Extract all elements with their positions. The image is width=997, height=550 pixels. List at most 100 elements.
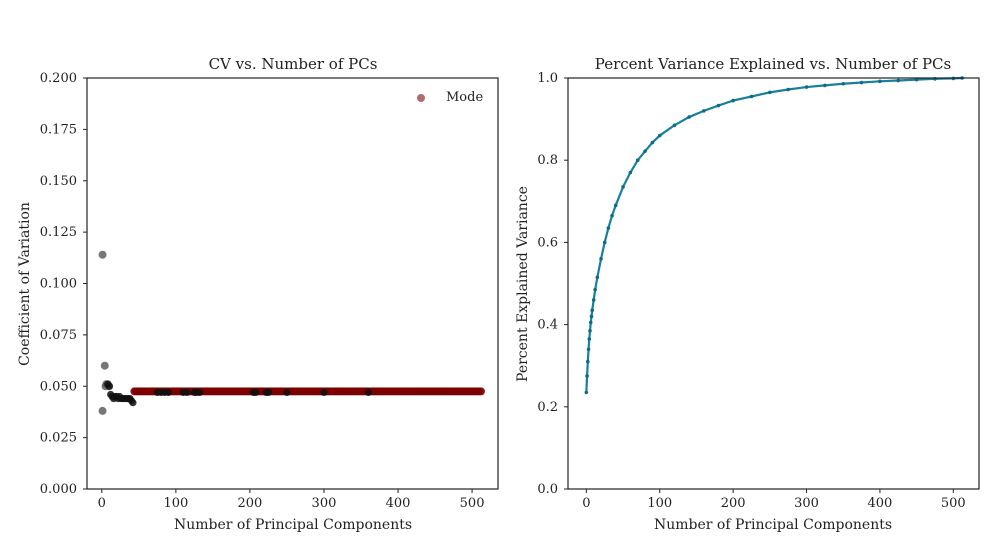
cv-y-tick-label: 0.075 <box>40 328 77 343</box>
cv-x-ticks: 0 100 200 300 400 500 <box>98 489 485 511</box>
cv-x-tick-label: 200 <box>238 496 263 511</box>
variance-point <box>628 170 633 175</box>
variance-y-tick-label: 1.0 <box>537 71 558 86</box>
variance-chart: Percent Variance Explained vs. Number of… <box>515 55 980 533</box>
variance-point <box>672 123 677 128</box>
variance-point <box>586 359 590 364</box>
variance-x-tick-label: 300 <box>794 496 819 511</box>
cv-y-axis-label: Coefficient of Variation <box>17 202 33 366</box>
cv-point <box>98 250 107 259</box>
variance-point <box>841 81 846 86</box>
variance-plot-frame <box>567 77 980 490</box>
variance-y-axis-label: Percent Explained Variance <box>515 186 531 382</box>
legend-mode-marker <box>417 94 425 102</box>
variance-x-axis-label: Number of Principal Components <box>654 517 892 533</box>
variance-x-tick-label: 400 <box>868 496 893 511</box>
cv-mode-point <box>476 387 485 396</box>
variance-point <box>599 257 603 261</box>
cv-x-tick-label: 400 <box>386 496 411 511</box>
variance-y-tick-label: 0.6 <box>537 235 558 250</box>
variance-point <box>804 85 809 89</box>
cv-y-tick-label: 0.000 <box>40 482 77 497</box>
cv-point-dark <box>320 388 328 397</box>
variance-point <box>585 374 589 378</box>
variance-point <box>823 83 827 88</box>
cv-y-ticks: 0.000 0.025 0.050 0.075 0.100 0.125 0.150 0.175… <box>40 71 87 497</box>
variance-point <box>768 90 772 95</box>
variance-point <box>786 87 790 92</box>
variance-point <box>613 203 618 208</box>
variance-point <box>586 347 591 352</box>
variance-point <box>749 94 754 99</box>
cv-point-dark <box>195 388 204 397</box>
variance-chart-title: Percent Variance Explained vs. Number of… <box>595 55 951 73</box>
variance-y-tick-label: 0.8 <box>537 153 558 168</box>
variance-y-tick-label: 0.4 <box>537 318 558 333</box>
variance-point <box>588 328 592 333</box>
variance-point <box>591 298 596 302</box>
variance-point <box>589 314 594 319</box>
cv-y-tick-label: 0.100 <box>40 277 77 292</box>
cv-point-dark <box>105 382 113 390</box>
variance-point <box>610 213 614 218</box>
variance-point <box>595 275 600 280</box>
cv-point <box>98 406 107 415</box>
cv-x-axis-label: Number of Principal Components <box>174 517 412 533</box>
cv-point-dark <box>183 388 191 397</box>
variance-marks <box>584 76 964 395</box>
variance-point <box>643 149 647 153</box>
variance-x-ticks: 0 100 200 300 400 500 <box>582 489 966 511</box>
cv-x-tick-label: 100 <box>163 496 188 511</box>
variance-point <box>635 158 640 162</box>
variance-point <box>878 79 882 84</box>
cv-point-dark <box>264 388 273 397</box>
cv-marks <box>98 250 485 415</box>
variance-x-tick-label: 0 <box>582 496 590 511</box>
cv-x-tick-label: 500 <box>460 496 485 511</box>
variance-x-tick-label: 200 <box>721 496 746 511</box>
cv-legend: Mode <box>417 90 483 105</box>
cv-y-tick-label: 0.025 <box>40 431 77 446</box>
cv-x-tick-label: 0 <box>98 496 106 511</box>
variance-point <box>716 103 721 108</box>
cv-y-tick-label: 0.175 <box>40 122 77 137</box>
variance-point <box>590 308 595 313</box>
variance-point <box>584 390 589 395</box>
variance-y-tick-label: 0.2 <box>537 400 558 415</box>
cv-x-tick-label: 300 <box>312 496 337 511</box>
cv-y-tick-label: 0.150 <box>40 174 77 189</box>
variance-point <box>606 226 611 230</box>
cv-chart: CV vs. Number of PCs 0 100 200 300 400 500 0.… <box>17 55 499 533</box>
variance-point <box>657 133 662 138</box>
cv-y-tick-label: 0.200 <box>40 71 77 86</box>
variance-point <box>731 98 735 103</box>
variance-point <box>587 337 592 341</box>
variance-point <box>701 109 706 113</box>
variance-line <box>585 76 963 393</box>
cv-point-dark <box>129 399 137 407</box>
cv-plot-frame <box>86 77 499 490</box>
cv-y-tick-label: 0.125 <box>40 225 77 240</box>
variance-point <box>859 80 864 85</box>
cv-y-tick-label: 0.050 <box>40 379 77 394</box>
cv-point-dark <box>252 388 260 397</box>
cv-point <box>100 361 109 370</box>
cv-point-dark <box>164 388 173 397</box>
legend-mode-label: Mode <box>446 90 483 105</box>
variance-point <box>650 140 655 145</box>
variance-point <box>896 78 901 83</box>
variance-point <box>914 77 919 82</box>
cv-chart-title: CV vs. Number of PCs <box>209 55 378 73</box>
variance-y-tick-label: 0.0 <box>537 482 558 497</box>
variance-point <box>593 287 597 292</box>
variance-y-ticks: 0.0 0.2 0.4 0.6 0.8 1.0 <box>537 71 568 497</box>
variance-point <box>588 320 593 325</box>
variance-x-tick-label: 500 <box>941 496 966 511</box>
variance-point <box>621 185 625 189</box>
variance-x-tick-label: 100 <box>647 496 672 511</box>
cv-point-dark <box>364 388 373 397</box>
variance-point <box>687 115 691 119</box>
variance-point <box>602 240 607 245</box>
cv-point-dark <box>283 388 291 397</box>
